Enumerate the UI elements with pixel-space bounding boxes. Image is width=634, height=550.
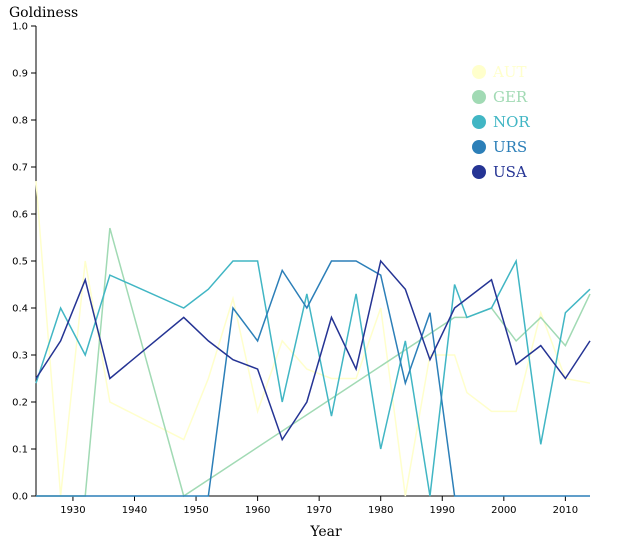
series-lines xyxy=(35,181,591,498)
legend-item-aut: AUT xyxy=(472,63,526,81)
legend: AUT GER NOR URS USA xyxy=(472,63,530,181)
legend-swatch xyxy=(472,90,486,104)
legend-item-usa: USA xyxy=(472,163,527,181)
legend-item-urs: URS xyxy=(472,138,527,156)
series-line-ger xyxy=(36,227,591,498)
y-tick-label: 0.8 xyxy=(12,116,28,127)
legend-swatch xyxy=(472,115,486,129)
x-tick-label: 1940 xyxy=(122,505,147,516)
legend-label: URS xyxy=(493,138,527,156)
legend-label: GER xyxy=(493,88,528,106)
x-tick-label: 1930 xyxy=(60,505,85,516)
x-tick-label: 1990 xyxy=(430,505,455,516)
x-tick-label: 2000 xyxy=(491,505,516,516)
legend-swatch xyxy=(472,165,486,179)
legend-item-ger: GER xyxy=(472,88,528,106)
series-line-nor xyxy=(35,258,591,497)
y-tick-label: 0.4 xyxy=(12,304,28,315)
y-tick-label: 0.6 xyxy=(12,210,28,221)
legend-label: NOR xyxy=(493,113,530,131)
x-axis: 1930 1940 1950 1960 1970 1980 1990 2000 2010 xyxy=(36,495,590,516)
series-line-urs xyxy=(36,260,590,497)
x-tick-label: 1960 xyxy=(245,505,270,516)
y-tick-label: 0.5 xyxy=(12,257,28,268)
y-tick-label: 0.2 xyxy=(12,398,28,409)
y-tick-label: 0.1 xyxy=(12,445,28,456)
y-axis: 0.0 0.1 0.2 0.3 0.4 0.5 0.6 0.7 0.8 0.9 1.0 xyxy=(12,22,37,503)
y-tick-label: 0.3 xyxy=(12,351,28,362)
y-tick-label: 0.7 xyxy=(12,163,28,174)
x-tick-label: 1980 xyxy=(368,505,393,516)
series-line-aut xyxy=(35,181,591,497)
x-tick-label: 1950 xyxy=(183,505,208,516)
legend-swatch xyxy=(472,65,486,79)
legend-swatch xyxy=(472,140,486,154)
y-tick-label: 0.0 xyxy=(12,492,28,503)
y-axis-title: Goldiness xyxy=(9,5,78,21)
x-tick-label: 1970 xyxy=(306,505,331,516)
x-tick-label: 2010 xyxy=(553,505,578,516)
x-axis-title: Year xyxy=(309,524,342,540)
series-line-usa xyxy=(35,259,591,442)
legend-label: AUT xyxy=(492,63,526,81)
y-tick-label: 0.9 xyxy=(12,69,28,80)
legend-item-nor: NOR xyxy=(472,113,530,131)
legend-label: USA xyxy=(493,163,527,181)
y-tick-label: 1.0 xyxy=(12,22,28,33)
